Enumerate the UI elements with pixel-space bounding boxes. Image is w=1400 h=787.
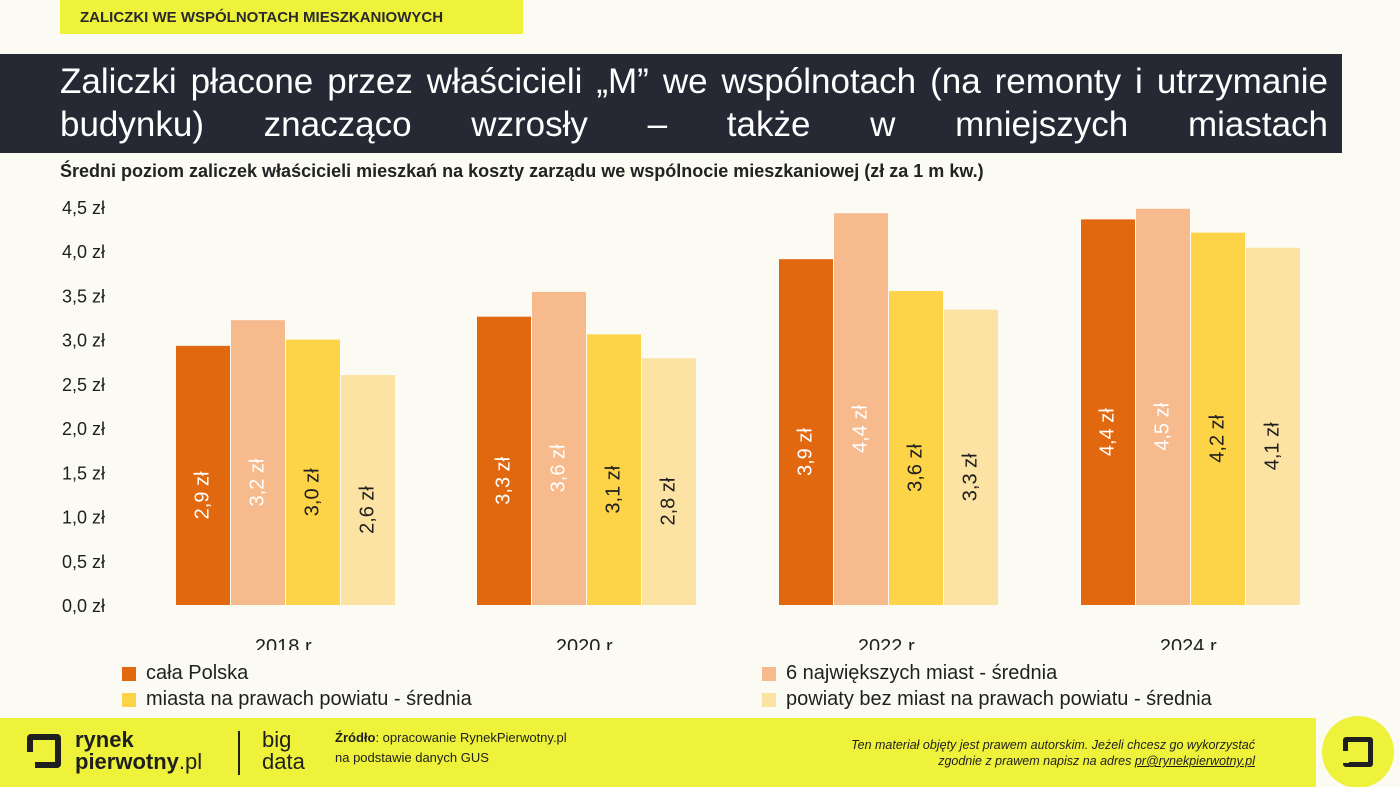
y-tick-label: 3,0 zł [62,331,105,351]
copyright-line-2: zgodnie z prawem napisz na adres [938,754,1135,768]
bar [944,309,998,605]
copyright-line-1: Ten materiał objęty jest prawem autorski… [851,738,1255,752]
x-category-label: 2018 r. [255,636,316,650]
bar [1081,219,1135,606]
legend-item: 6 największych miast - średnia [762,662,1057,685]
bar [779,259,833,605]
bar [834,213,888,606]
bar [532,291,586,605]
bar-value-label: 2,8 zł [657,477,679,525]
logo-line-2: pierwotny [75,749,179,774]
rynekpierwotny-logo-icon[interactable] [25,734,61,768]
bar-value-label: 3,1 zł [602,465,624,513]
bar [642,358,696,605]
bar [1246,247,1300,605]
bigdata-logo: big data [262,729,305,773]
section-tag: ZALICZKI WE WSPÓLNOTACH MIESZKANIOWYCH [60,0,523,34]
y-tick-label: 4,0 zł [62,242,105,262]
bar [1191,232,1245,605]
bigdata-line-2: data [262,749,305,774]
bar-value-label: 2,6 zł [356,486,378,534]
y-tick-label: 0,0 zł [62,596,105,616]
legend-swatch [762,692,776,707]
brand-circle-button[interactable] [1322,716,1394,787]
bar [477,316,531,605]
source-label: Źródło [335,730,376,745]
bar [889,291,943,605]
y-tick-label: 1,0 zł [62,508,105,528]
source-text: : opracowanie RynekPierwotny.pl [375,730,567,745]
chart-title: Średni poziom zaliczek właścicieli miesz… [60,161,984,181]
bar-value-label: 3,2 zł [246,458,268,506]
bar-value-label: 3,0 zł [301,468,323,516]
page-title: Zaliczki płacone przez właścicieli „M” w… [0,54,1342,153]
y-tick-label: 3,5 zł [62,286,105,306]
bar-value-label: 4,1 zł [1261,422,1283,470]
y-tick-label: 2,0 zł [62,419,105,439]
rynekpierwotny-logo[interactable]: rynek pierwotny.pl [75,729,202,773]
bar [587,334,641,605]
bar [1136,208,1190,605]
brand-square-icon [1341,737,1373,767]
legend-item: cała Polska [122,662,248,685]
source-text-2: na podstawie danych GUS [335,750,489,765]
x-category-label: 2024 r. [1160,636,1221,650]
section-tag-text: ZALICZKI WE WSPÓLNOTACH MIESZKANIOWYCH [80,8,444,26]
legend-label: cała Polska [146,662,249,684]
bar [286,339,340,605]
y-tick-label: 4,5 zł [62,198,105,218]
bar-value-label: 2,9 zł [191,471,213,519]
legend-label: 6 największych miast - średnia [786,662,1058,684]
bar-value-label: 3,3 zł [959,453,981,501]
copyright-email-link[interactable]: pr@rynekpierwotny.pl [1134,754,1255,768]
bar-value-label: 3,3 zł [492,456,514,504]
bar [176,345,230,605]
bar-value-label: 3,6 zł [547,444,569,492]
x-category-label: 2020 r. [556,636,617,650]
legend-item: powiaty bez miast na prawach powiatu - ś… [762,688,1212,711]
legend-swatch [122,692,136,707]
logo-line-1: rynek [75,727,134,752]
bar [341,375,395,605]
bar-value-label: 4,4 zł [1096,408,1118,456]
bar-value-label: 4,2 zł [1206,414,1228,462]
bar-value-label: 4,4 zł [849,405,871,453]
bar-value-label: 3,6 zł [904,444,926,492]
footer-divider [238,731,240,775]
footer-bar [0,718,1316,787]
y-tick-label: 2,5 zł [62,375,105,395]
bar-chart: 0,0 zł 0,5 zł 1,0 zł 1,5 zł 2,0 zł 2,5 zł 3,0 … [62,198,1300,650]
bar-value-label: 4,5 zł [1151,402,1173,450]
legend-label: powiaty bez miast na prawach powiatu - ś… [786,688,1212,710]
copyright-note: Ten materiał objęty jest prawem autorski… [851,737,1255,769]
y-tick-label: 1,5 zł [62,463,105,483]
source-note: Źródło: opracowanie RynekPierwotny.pl na… [335,728,567,768]
bar [231,320,285,605]
legend-item: miasta na prawach powiatu - średnia [122,688,472,711]
legend-swatch [762,666,776,681]
bigdata-line-1: big [262,727,292,752]
page-title-text: Zaliczki płacone przez właścicieli „M” w… [60,62,1328,144]
x-category-label: 2022 r. [858,636,919,650]
legend-label: miasta na prawach powiatu - średnia [146,688,472,710]
y-tick-label: 0,5 zł [62,552,105,572]
logo-suffix: .pl [178,749,203,774]
legend-swatch [122,666,136,681]
bar-value-label: 3,9 zł [794,428,816,476]
